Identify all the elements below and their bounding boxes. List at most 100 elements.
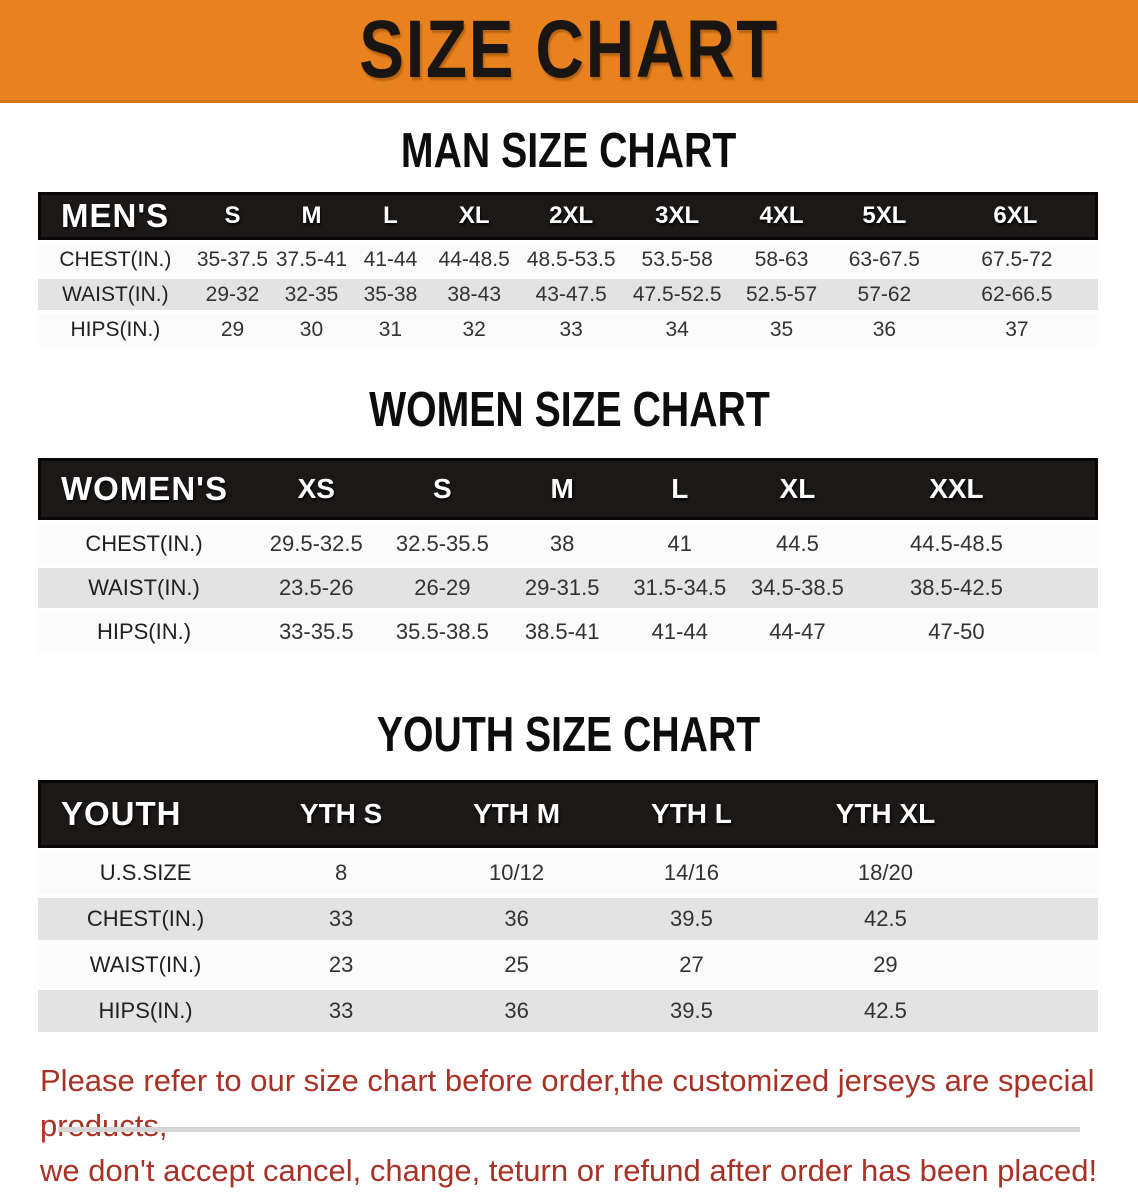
cell-value: 34 bbox=[624, 314, 731, 345]
youth-col-header: YTH XL bbox=[778, 780, 992, 848]
row-label: HIPS(IN.) bbox=[38, 990, 254, 1032]
cell-value: 44.5-48.5 bbox=[857, 524, 1056, 564]
cell-value: 63-67.5 bbox=[832, 244, 936, 275]
row-label: CHEST(IN.) bbox=[38, 524, 250, 564]
men-col-header: 2XL bbox=[518, 192, 625, 240]
cell-value: 37.5-41 bbox=[272, 244, 351, 275]
men-header-row: MEN'S S M L XL 2XL 3XL 4XL 5XL 6XL bbox=[38, 192, 1098, 240]
women-col-header: S bbox=[382, 458, 503, 520]
cell-value: 36 bbox=[429, 898, 605, 940]
spacer-cell bbox=[991, 898, 1098, 940]
cell-value: 41 bbox=[622, 524, 738, 564]
cell-value: 41-44 bbox=[622, 612, 738, 652]
footer-notice: Please refer to our size chart before or… bbox=[40, 1058, 1138, 1193]
cell-value: 47.5-52.5 bbox=[624, 279, 731, 310]
youth-row-u-s-size: U.S.SIZE 8 10/12 14/16 18/20 bbox=[38, 852, 1098, 894]
bottom-edge-strip bbox=[58, 1127, 1080, 1132]
cell-value: 29-31.5 bbox=[502, 568, 623, 608]
women-row-chest-in: CHEST(IN.) 29.5-32.5 32.5-35.5 38 41 44.5 44.5… bbox=[38, 524, 1098, 564]
spacer-cell bbox=[1055, 568, 1098, 608]
spacer-cell bbox=[1055, 612, 1098, 652]
youth-heading: YOUTH SIZE CHART bbox=[0, 710, 1138, 760]
row-label: HIPS(IN.) bbox=[38, 612, 250, 652]
cell-value: 25 bbox=[429, 944, 605, 986]
cell-value: 58-63 bbox=[730, 244, 833, 275]
row-label: CHEST(IN.) bbox=[38, 244, 193, 275]
cell-value: 38 bbox=[502, 524, 623, 564]
cell-value: 29 bbox=[778, 944, 992, 986]
cell-value: 34.5-38.5 bbox=[737, 568, 858, 608]
women-col-header: XXL bbox=[857, 458, 1056, 520]
cell-value: 26-29 bbox=[382, 568, 503, 608]
notice-line-1: Please refer to our size chart before or… bbox=[40, 1063, 1095, 1143]
row-label: HIPS(IN.) bbox=[38, 314, 193, 345]
spacer-cell bbox=[991, 780, 1098, 848]
cell-value: 44-47 bbox=[737, 612, 858, 652]
cell-value: 33 bbox=[253, 990, 430, 1032]
youth-row-waist-in: WAIST(IN.) 23 25 27 29 bbox=[38, 944, 1098, 986]
youth-col-header: YTH L bbox=[604, 780, 779, 848]
spacer-cell bbox=[991, 944, 1098, 986]
cell-value: 36 bbox=[832, 314, 936, 345]
cell-value: 23.5-26 bbox=[250, 568, 383, 608]
section-men: MAN SIZE CHART MEN'S S M L XL 2XL 3XL 4XL 5XL 6XL C… bbox=[0, 126, 1138, 349]
youth-header-row: YOUTH YTH S YTH M YTH L YTH XL bbox=[38, 780, 1098, 848]
cell-value: 38.5-42.5 bbox=[857, 568, 1056, 608]
row-label: CHEST(IN.) bbox=[38, 898, 254, 940]
spacer-cell bbox=[991, 852, 1098, 894]
cell-value: 37 bbox=[935, 314, 1098, 345]
cell-value: 57-62 bbox=[832, 279, 936, 310]
men-col-header: 3XL bbox=[624, 192, 731, 240]
cell-value: 39.5 bbox=[604, 898, 779, 940]
section-women: WOMEN SIZE CHART WOMEN'S XS S M L XL XXL CHEST(I… bbox=[0, 385, 1138, 656]
cell-value: 39.5 bbox=[604, 990, 779, 1032]
youth-heading-text: YOUTH SIZE CHART bbox=[377, 708, 761, 762]
cell-value: 47-50 bbox=[857, 612, 1056, 652]
cell-value: 53.5-58 bbox=[624, 244, 731, 275]
row-label: WAIST(IN.) bbox=[38, 568, 250, 608]
cell-value: 32.5-35.5 bbox=[382, 524, 503, 564]
men-col-header: XL bbox=[430, 192, 519, 240]
men-col-header: S bbox=[192, 192, 273, 240]
cell-value: 10/12 bbox=[429, 852, 605, 894]
women-row-waist-in: WAIST(IN.) 23.5-26 26-29 29-31.5 31.5-34.5 34… bbox=[38, 568, 1098, 608]
youth-row-hips-in: HIPS(IN.) 33 36 39.5 42.5 bbox=[38, 990, 1098, 1032]
cell-value: 42.5 bbox=[778, 898, 992, 940]
youth-group-label: YOUTH bbox=[38, 780, 254, 848]
cell-value: 42.5 bbox=[778, 990, 992, 1032]
banner-title: SIZE CHART bbox=[359, 4, 779, 95]
cell-value: 67.5-72 bbox=[935, 244, 1098, 275]
cell-value: 44.5 bbox=[737, 524, 858, 564]
size-chart-sections: MAN SIZE CHART MEN'S S M L XL 2XL 3XL 4XL 5XL 6XL C… bbox=[0, 126, 1138, 1036]
men-col-header: 4XL bbox=[730, 192, 833, 240]
cell-value: 29 bbox=[192, 314, 273, 345]
cell-value: 35.5-38.5 bbox=[382, 612, 503, 652]
cell-value: 43-47.5 bbox=[518, 279, 625, 310]
cell-value: 18/20 bbox=[778, 852, 992, 894]
cell-value: 29.5-32.5 bbox=[250, 524, 383, 564]
cell-value: 52.5-57 bbox=[730, 279, 833, 310]
youth-row-chest-in: CHEST(IN.) 33 36 39.5 42.5 bbox=[38, 898, 1098, 940]
cell-value: 14/16 bbox=[604, 852, 779, 894]
men-size-table: MEN'S S M L XL 2XL 3XL 4XL 5XL 6XL CHEST(IN.) 35-37… bbox=[38, 188, 1098, 349]
spacer-cell bbox=[1055, 458, 1098, 520]
cell-value: 62-66.5 bbox=[935, 279, 1098, 310]
cell-value: 23 bbox=[253, 944, 430, 986]
women-heading-text: WOMEN SIZE CHART bbox=[368, 383, 770, 437]
cell-value: 29-32 bbox=[192, 279, 273, 310]
women-col-header: XL bbox=[737, 458, 858, 520]
banner: SIZE CHART bbox=[0, 0, 1138, 103]
cell-value: 36 bbox=[429, 990, 605, 1032]
cell-value: 35 bbox=[730, 314, 833, 345]
notice-line-2: we don't accept cancel, change, teturn o… bbox=[40, 1153, 1098, 1188]
spacer-cell bbox=[1055, 524, 1098, 564]
spacer-cell bbox=[991, 990, 1098, 1032]
cell-value: 44-48.5 bbox=[430, 244, 519, 275]
women-header-row: WOMEN'S XS S M L XL XXL bbox=[38, 458, 1098, 520]
cell-value: 33 bbox=[518, 314, 625, 345]
cell-value: 8 bbox=[253, 852, 430, 894]
youth-size-table: YOUTH YTH S YTH M YTH L YTH XL U.S.SIZE 8 10/12… bbox=[38, 776, 1098, 1036]
cell-value: 32 bbox=[430, 314, 519, 345]
section-youth: YOUTH SIZE CHART YOUTH YTH S YTH M YTH L YTH … bbox=[0, 710, 1138, 1036]
